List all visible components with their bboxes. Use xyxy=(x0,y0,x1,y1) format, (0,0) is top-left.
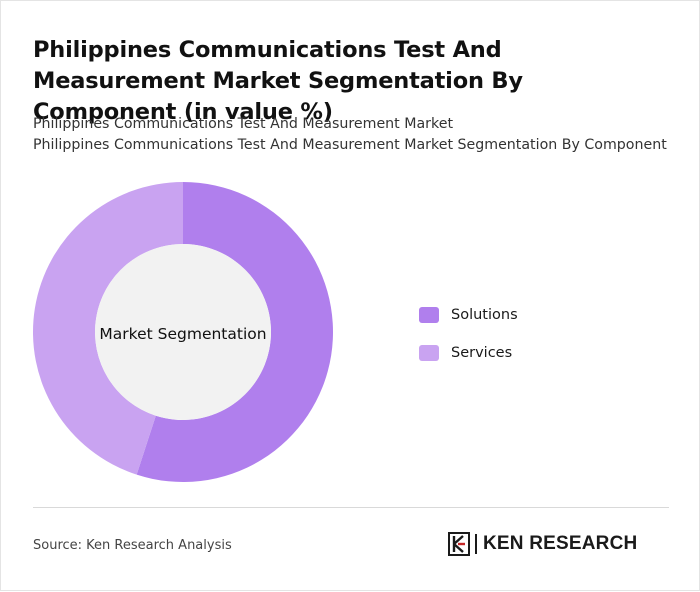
donut-slice-solutions[interactable] xyxy=(136,182,333,482)
legend-label: Services xyxy=(451,345,513,361)
donut-hole xyxy=(95,244,271,420)
subtitle-line-1: Philippines Communications Test And Meas… xyxy=(33,116,454,132)
source-note: Source: Ken Research Analysis xyxy=(33,538,232,553)
logo-separator xyxy=(475,534,477,554)
ken-research-logo: KEN RESEARCH xyxy=(448,531,637,557)
subtitle-line-2: Philippines Communications Test And Meas… xyxy=(33,137,667,153)
legend-swatch xyxy=(419,345,439,361)
donut-slices xyxy=(33,182,333,482)
footer-divider xyxy=(33,507,669,508)
legend-item-solutions[interactable]: Solutions xyxy=(419,304,518,326)
logo-text: KEN RESEARCH xyxy=(483,533,638,554)
chart-subtitles: Philippines Communications Test And Meas… xyxy=(33,114,683,156)
ken-research-logo-icon xyxy=(448,532,470,556)
donut-center-label: Market Segmentation xyxy=(99,325,266,343)
donut-slice-services[interactable] xyxy=(33,182,183,475)
chart-legend: Solutions Services xyxy=(419,304,518,380)
legend-item-services[interactable]: Services xyxy=(419,342,518,364)
legend-swatch xyxy=(419,307,439,323)
legend-label: Solutions xyxy=(451,307,518,323)
chart-title: Philippines Communications Test And Meas… xyxy=(33,37,523,125)
